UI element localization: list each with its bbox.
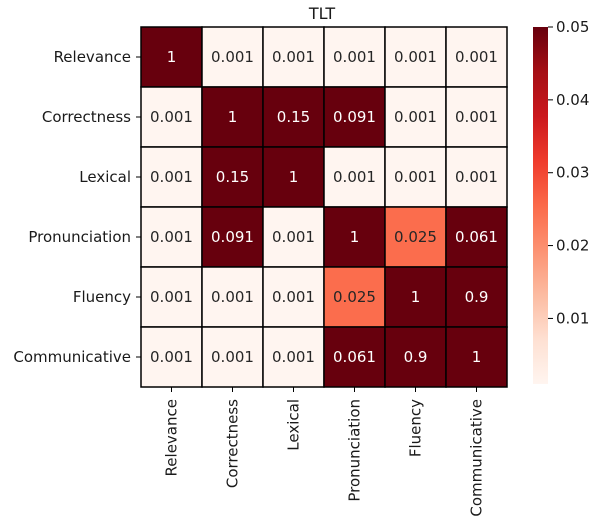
- heatmap-cell: [445, 86, 508, 148]
- heatmap-cell: [323, 86, 386, 148]
- cell-value-label: 0.9: [404, 348, 428, 366]
- cell-value-label: 0.001: [455, 48, 498, 66]
- cell-value-label: 0.001: [333, 48, 376, 66]
- column-label: Relevance: [163, 399, 181, 476]
- cell-value-label: 0.001: [211, 348, 254, 366]
- heatmap-cell: [323, 266, 386, 328]
- colorbar-tick-label: 0.05: [556, 18, 589, 36]
- colorbar-ticks: 0.01 0.02 0.03 0.04 0.05: [548, 18, 589, 327]
- heatmap-cells: 1 0.001 0.001 0.001 0.001 0.001 0.001 1 0.15 0.09…: [140, 26, 508, 388]
- heatmap-cell: [445, 26, 508, 88]
- cell-value-label: 0.001: [211, 48, 254, 66]
- chart-title: TLT: [308, 4, 335, 23]
- colorbar-tick-label: 0.03: [556, 164, 589, 182]
- heatmap-cell: [140, 326, 203, 388]
- cell-value-label: 0.001: [272, 288, 315, 306]
- cell-value-label: 0.001: [211, 288, 254, 306]
- heatmap-cell: [201, 206, 264, 268]
- heatmap-cell: [262, 206, 325, 268]
- heatmap-cell: [445, 146, 508, 208]
- column-label: Correctness: [224, 399, 242, 488]
- cell-value-label: 0.9: [465, 288, 489, 306]
- cell-value-label: 0.091: [211, 228, 254, 246]
- column-label: Communicative: [468, 399, 486, 517]
- column-label: Pronunciation: [346, 399, 364, 502]
- cell-value-label: 1: [167, 48, 177, 66]
- cell-value-label: 0.15: [277, 108, 310, 126]
- heatmap-cell: [323, 146, 386, 208]
- cell-value-label: 0.001: [455, 168, 498, 186]
- heatmap-cell: [201, 86, 264, 148]
- column-labels: Relevance Correctness Lexical Pronunciation…: [163, 387, 486, 517]
- heatmap-cell: [201, 26, 264, 88]
- cell-value-label: 0.001: [150, 348, 193, 366]
- cell-value-label: 0.001: [394, 48, 437, 66]
- cell-value-label: 0.001: [150, 108, 193, 126]
- cell-value-label: 0.001: [272, 348, 315, 366]
- cell-value-label: 0.001: [150, 228, 193, 246]
- cell-value-label: 0.15: [216, 168, 249, 186]
- row-label: Correctness: [42, 108, 131, 126]
- cell-value-label: 1: [228, 108, 238, 126]
- heatmap-cell: [384, 206, 447, 268]
- heatmap-cell: [262, 266, 325, 328]
- cell-value-label: 0.025: [333, 288, 376, 306]
- cell-value-label: 0.001: [394, 108, 437, 126]
- cell-value-label: 1: [350, 228, 360, 246]
- cell-value-label: 0.061: [333, 348, 376, 366]
- cell-value-label: 0.001: [272, 228, 315, 246]
- row-label: Relevance: [54, 48, 131, 66]
- row-label: Fluency: [73, 288, 131, 306]
- heatmap-cell: [201, 146, 264, 208]
- cell-value-label: 0.001: [150, 168, 193, 186]
- colorbar-tick-label: 0.02: [556, 237, 589, 255]
- cell-value-label: 0.001: [150, 288, 193, 306]
- colorbar-tick-label: 0.04: [556, 91, 589, 109]
- heatmap-cell: [384, 146, 447, 208]
- cell-value-label: 0.061: [455, 228, 498, 246]
- heatmap-cell: [384, 266, 447, 328]
- row-label: Pronunciation: [28, 228, 131, 246]
- cell-value-label: 1: [472, 348, 482, 366]
- cell-value-label: 0.001: [394, 168, 437, 186]
- heatmap-cell: [140, 206, 203, 268]
- colorbar-tick-label: 0.01: [556, 309, 589, 327]
- cell-value-label: 1: [411, 288, 421, 306]
- cell-value-label: 0.091: [333, 108, 376, 126]
- heatmap-cell: [445, 206, 508, 268]
- cell-value-label: 0.001: [272, 48, 315, 66]
- cell-value-label: 0.025: [394, 228, 437, 246]
- colorbar: 0.01 0.02 0.03 0.04 0.05: [533, 18, 589, 384]
- cell-value-label: 0.001: [333, 168, 376, 186]
- heatmap-cell: [445, 326, 508, 388]
- cell-value-label: 0.001: [455, 108, 498, 126]
- column-label: Lexical: [285, 399, 303, 451]
- cell-value-label: 1: [289, 168, 299, 186]
- row-labels: Relevance Correctness Lexical Pronunciation…: [13, 48, 141, 366]
- column-label: Fluency: [407, 399, 425, 457]
- heatmap-cell: [445, 266, 508, 328]
- row-label: Communicative: [13, 348, 131, 366]
- row-label: Lexical: [79, 168, 131, 186]
- heatmap-cell: [323, 206, 386, 268]
- colorbar-gradient: [533, 27, 548, 384]
